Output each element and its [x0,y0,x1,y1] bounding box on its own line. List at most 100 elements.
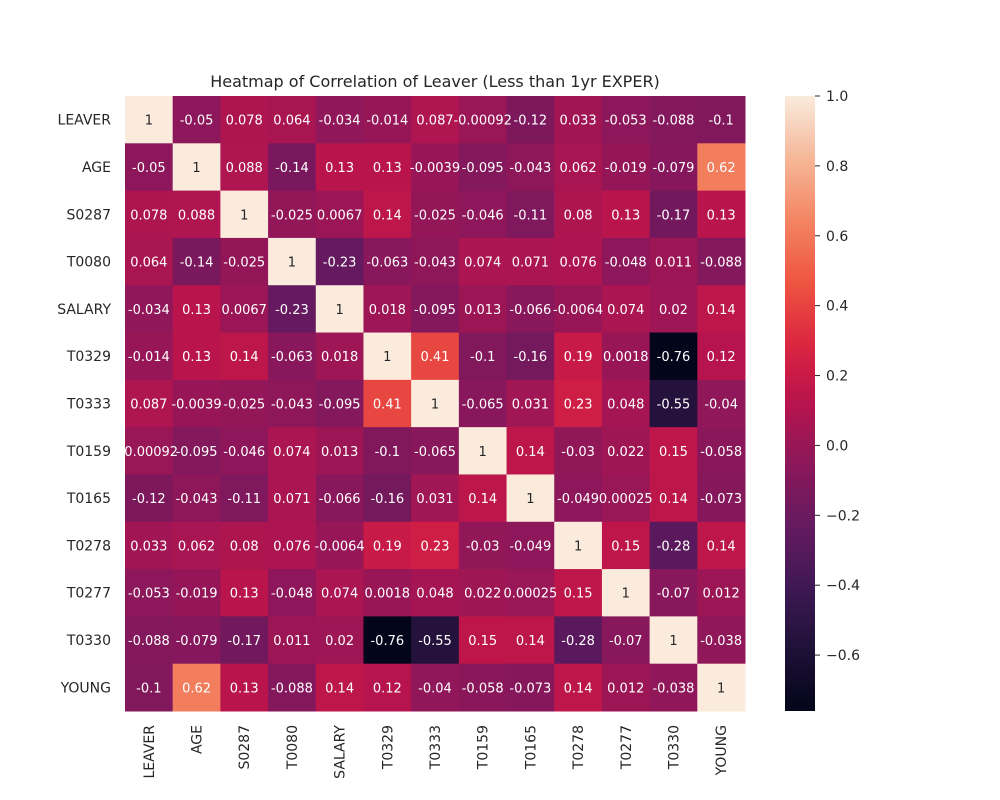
cell-annotation: 1 [240,208,248,223]
heatmap-cell-t0165-t0080 [268,474,317,523]
heatmap-cell-t0330-s0287 [220,616,269,665]
heatmap-cell-t0080-t0165 [506,237,555,286]
cell-annotation: -0.07 [609,634,643,649]
heatmap-cell-t0159-young [697,427,746,475]
heatmap-cell-age-t0277 [601,143,651,192]
cell-annotation: 0.033 [559,114,596,129]
heatmap-cell-age-t0278 [554,143,603,192]
heatmap-cell-t0159-salary [315,427,364,475]
y-tick-label-t0278: T0278 [66,538,111,554]
heatmap-cell-t0333-s0287 [220,379,269,428]
colorbar-gradient [785,96,815,711]
heatmap-cell-s0287-t0278 [554,190,603,239]
heatmap-cell-age-leaver [125,143,174,192]
cell-annotation: -0.12 [514,114,548,129]
cell-annotation: 0.14 [516,445,545,460]
cell-annotation: 0.074 [321,587,358,602]
cell-annotation: -0.23 [323,256,357,271]
cell-annotation: -0.034 [319,114,361,129]
heatmap-cell-salary-salary [315,285,364,334]
cell-annotation: -0.038 [652,681,694,696]
cell-annotation: -0.0039 [171,398,221,413]
heatmap-cell-leaver-t0277 [601,96,651,144]
cell-annotation: 0.074 [464,256,501,271]
heatmap-cell-s0287-t0080 [268,190,317,239]
x-tick-label-s0287: S0287 [237,725,253,770]
heatmap-cell-t0159-t0165 [506,427,555,475]
heatmap-cell-t0329-s0287 [220,332,269,381]
cell-annotation: -0.0064 [315,539,365,554]
cell-annotation: -0.043 [271,398,313,413]
cell-annotation: 1 [526,492,534,507]
cell-annotation: 0.031 [416,492,453,507]
y-tick-label-t0333: T0333 [66,397,111,413]
cell-annotation: -0.058 [462,681,504,696]
x-tick-label-t0277: T0277 [619,725,635,770]
cell-annotation: 0.0067 [221,303,267,318]
heatmap-cell-t0159-t0330 [649,427,698,475]
y-tick-label-s0287: S0287 [66,207,111,223]
heatmap-cell-t0330-t0159 [458,616,508,665]
heatmap-cell-young-t0159 [458,663,508,712]
cell-annotation: -0.28 [657,539,691,554]
heatmap-cell-t0277-young [697,569,746,617]
heatmap-cell-s0287-t0165 [506,190,555,239]
cell-annotation: 0.12 [707,350,736,365]
colorbar-tick-label: −0.4 [826,578,860,594]
heatmap-cell-young-young [697,663,746,712]
heatmap-cell-t0330-salary [315,616,364,665]
heatmap-cell-salary-t0330 [649,285,698,334]
x-tick-label-t0278: T0278 [571,725,587,770]
cell-annotation: 0.41 [421,350,450,365]
cell-annotation: -0.12 [132,492,166,507]
cell-annotation: 0.02 [659,303,688,318]
heatmap-cell-age-salary [315,143,364,192]
x-tick-label-t0080: T0080 [285,725,301,770]
heatmap-cell-leaver-young [697,96,746,144]
cell-annotation: -0.073 [700,492,742,507]
heatmap-cell-t0277-t0159 [458,569,508,617]
cell-annotation: -0.04 [418,681,452,696]
cell-annotation: 0.13 [373,161,402,176]
cell-annotation: 0.41 [373,398,402,413]
x-tick-label-t0330: T0330 [666,725,682,770]
heatmap-cell-t0165-young [697,474,746,523]
heatmap-cell-t0165-t0333 [411,474,460,523]
cell-annotation: -0.11 [227,492,261,507]
y-tick-label-salary: SALARY [57,302,111,318]
heatmap-cell-t0333-leaver [125,379,174,428]
heatmap-cell-leaver-leaver [125,96,174,144]
cell-annotation: -0.03 [466,539,500,554]
cell-annotation: -0.11 [514,208,548,223]
cell-annotation: -0.23 [275,303,309,318]
heatmap-cell-t0277-t0277 [601,569,651,617]
cell-annotation: 0.076 [559,256,596,271]
cell-annotation: -0.0039 [410,161,460,176]
cell-annotation: -0.095 [319,398,361,413]
heatmap-cell-t0329-age [172,332,221,381]
cell-annotation: -0.046 [462,208,504,223]
cell-annotation: 0.19 [564,350,593,365]
heatmap-cell-t0165-salary [315,474,364,523]
colorbar-tick-label: 1.0 [826,89,848,105]
heatmap-cell-t0329-t0159 [458,332,508,381]
heatmap-cell-t0329-t0080 [268,332,317,381]
cell-annotation: -0.04 [704,398,738,413]
heatmap-cell-t0278-t0159 [458,521,508,570]
cell-annotation: 0.013 [464,303,501,318]
cell-annotation: 1 [622,587,630,602]
cell-annotation: 1 [717,681,725,696]
heatmap-cell-t0277-t0278 [554,569,603,617]
heatmap-cell-s0287-age [172,190,221,239]
heatmap-cell-t0333-t0159 [458,379,508,428]
heatmap-cell-young-t0333 [411,663,460,712]
cell-annotation: 1 [479,445,487,460]
cell-annotation: -0.17 [657,208,691,223]
cell-annotation: -0.043 [509,161,551,176]
cell-annotation: -0.058 [700,445,742,460]
cell-annotation: -0.053 [605,114,647,129]
heatmap-cell-s0287-t0329 [363,190,412,239]
heatmap-cell-t0333-t0165 [506,379,555,428]
heatmap-cell-t0159-t0080 [268,427,317,475]
